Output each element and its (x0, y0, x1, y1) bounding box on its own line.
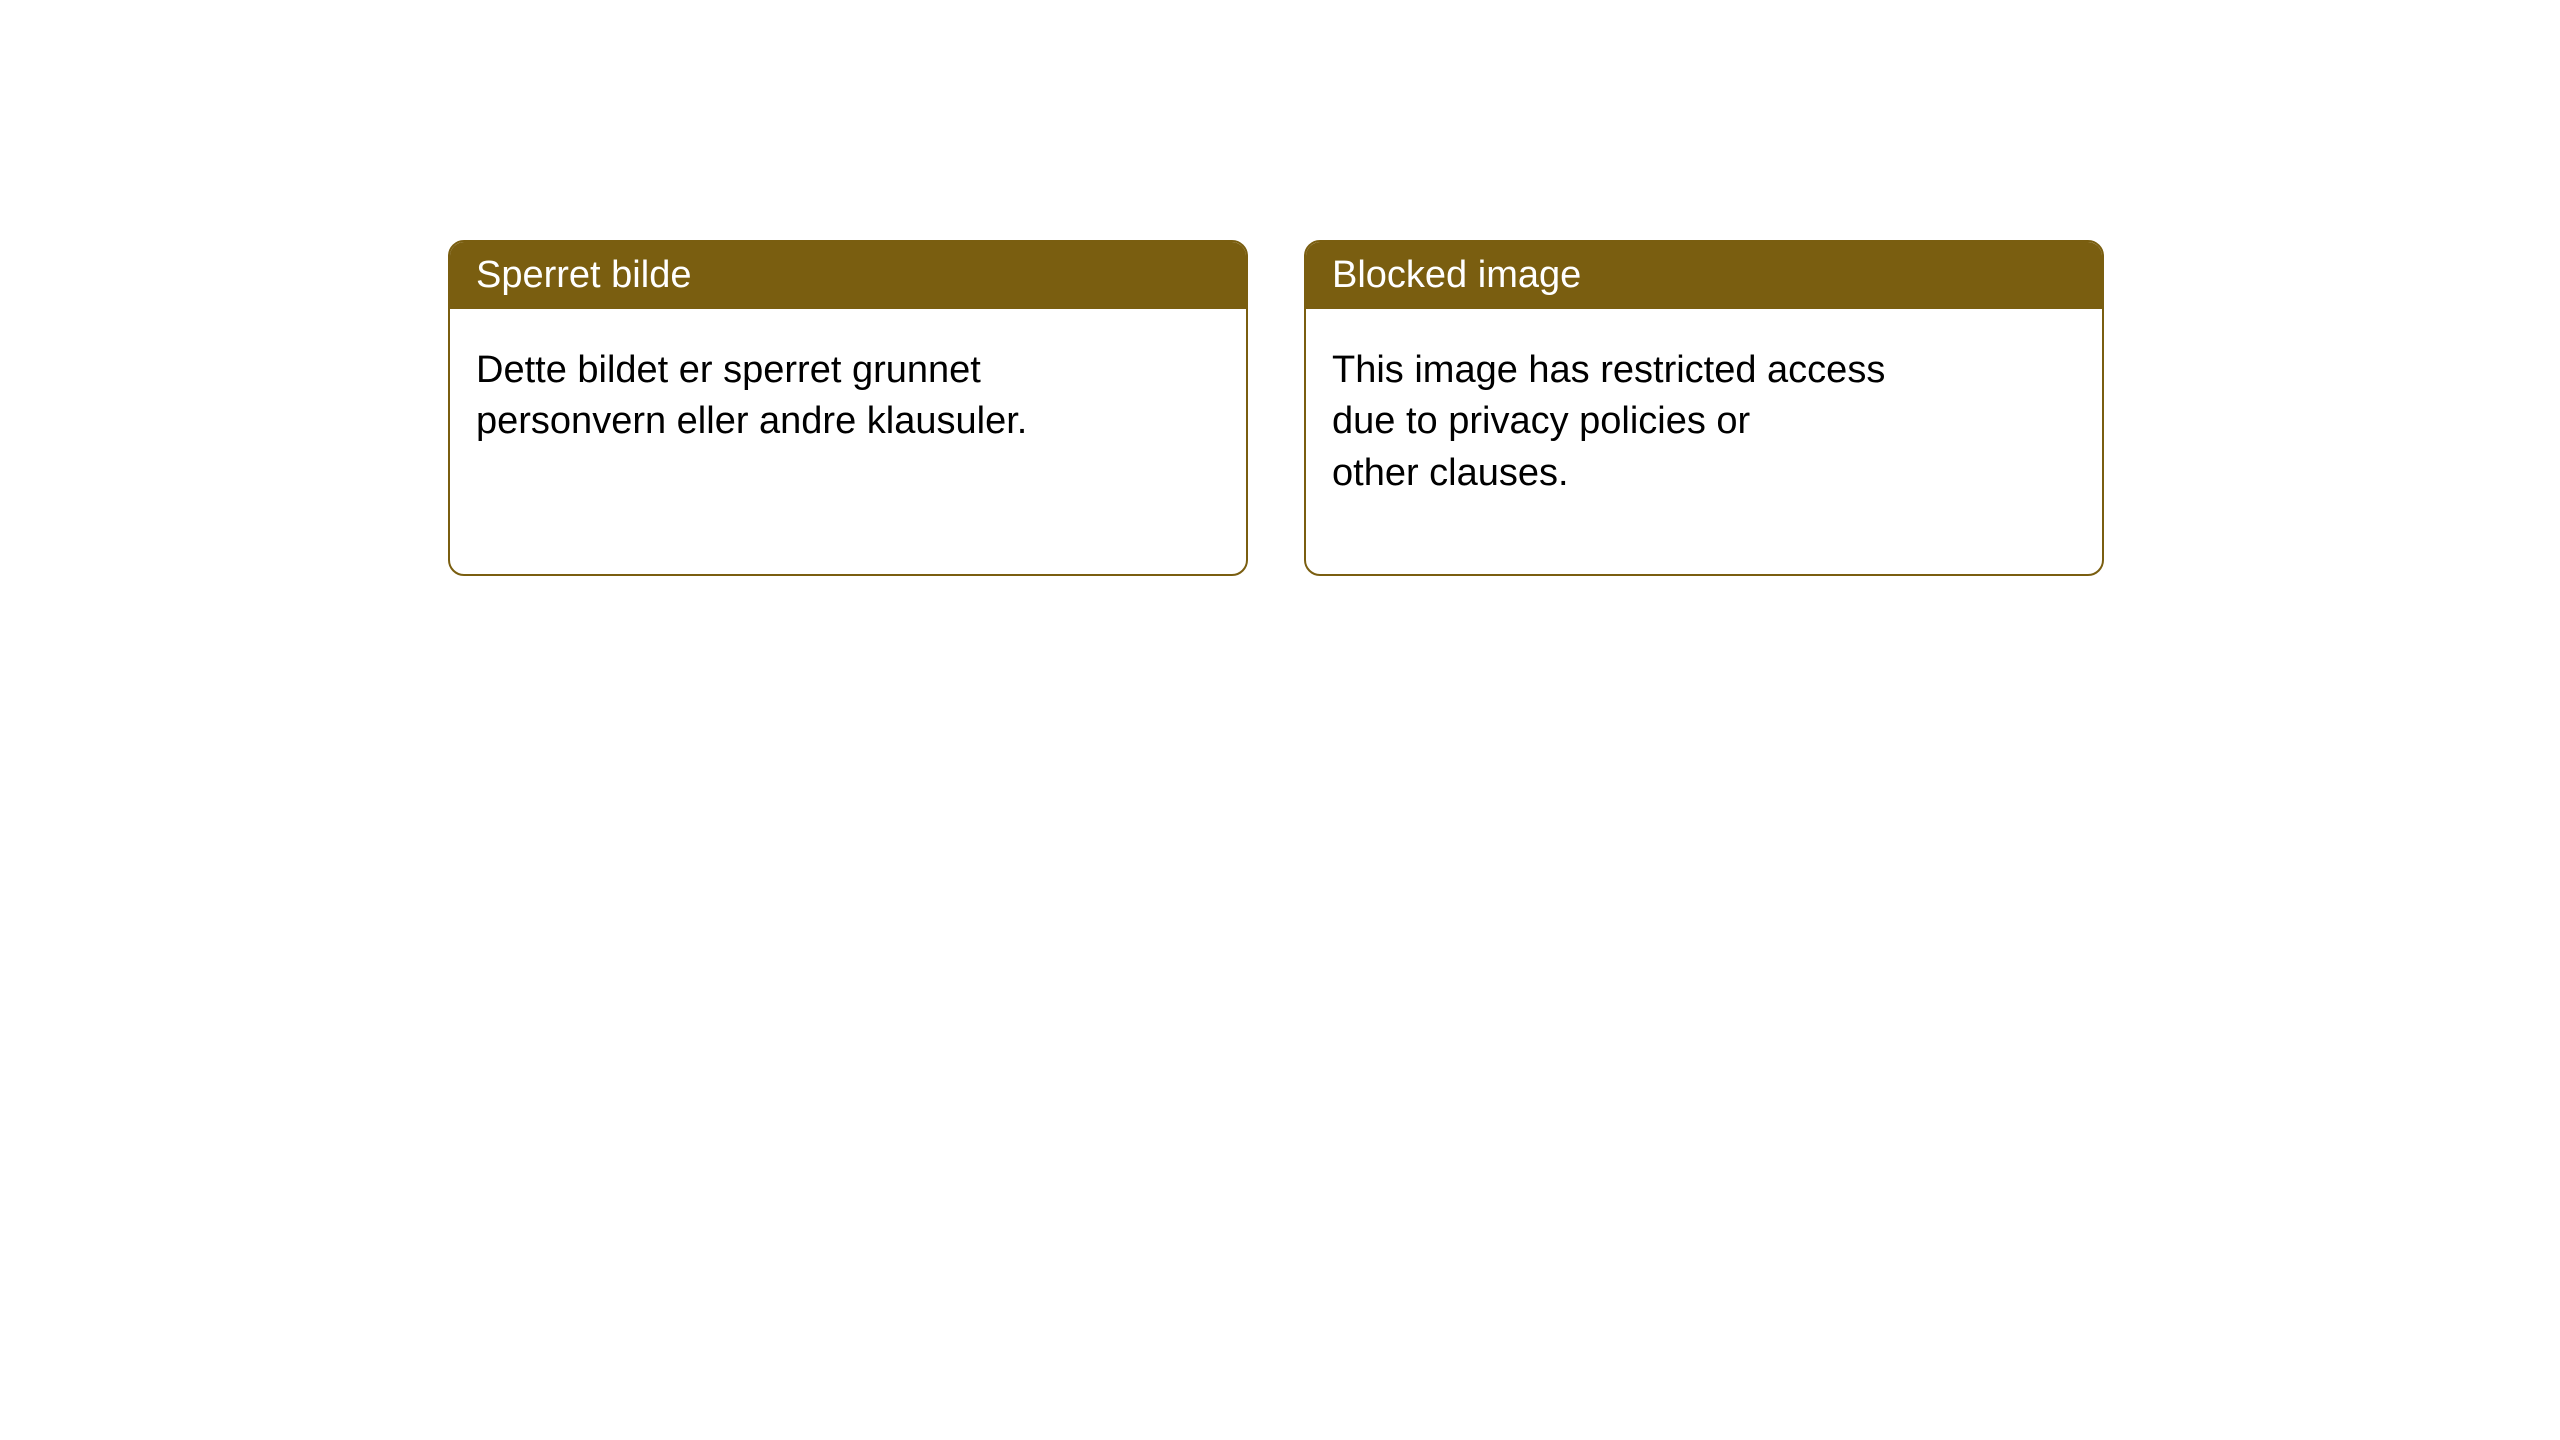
notice-header-norwegian: Sperret bilde (450, 242, 1246, 309)
notice-header-english: Blocked image (1306, 242, 2102, 309)
blocked-image-notices: Sperret bilde Dette bildet er sperret gr… (448, 240, 2104, 576)
notice-card-english: Blocked image This image has restricted … (1304, 240, 2104, 576)
notice-card-norwegian: Sperret bilde Dette bildet er sperret gr… (448, 240, 1248, 576)
notice-body-english: This image has restricted access due to … (1306, 309, 2102, 535)
notice-body-norwegian: Dette bildet er sperret grunnet personve… (450, 309, 1246, 484)
